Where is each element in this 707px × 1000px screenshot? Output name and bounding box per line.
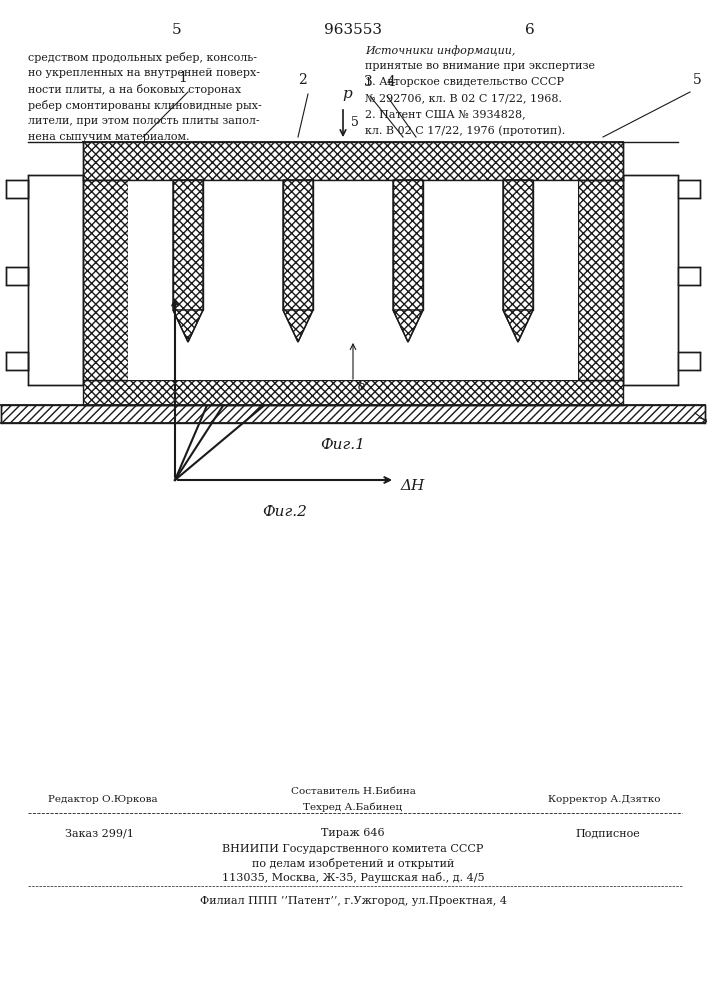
Text: 3: 3: [364, 75, 373, 89]
Bar: [83, 142, 623, 180]
Text: средством продольных ребер, консоль-: средством продольных ребер, консоль-: [28, 52, 257, 63]
Text: 9: 9: [290, 296, 299, 310]
Text: Фиг.2: Фиг.2: [262, 505, 308, 519]
Text: принятые во внимание при экспертизе: принятые во внимание при экспертизе: [365, 61, 595, 71]
Text: p: p: [342, 87, 352, 101]
Text: Подписное: Подписное: [575, 828, 640, 838]
Text: p: p: [156, 276, 167, 294]
Text: но укрепленных на внутренней поверх-: но укрепленных на внутренней поверх-: [28, 68, 260, 78]
Polygon shape: [503, 310, 533, 342]
Text: 10: 10: [255, 291, 273, 305]
Bar: [6, 267, 28, 285]
Text: Составитель Н.Бибина: Составитель Н.Бибина: [291, 787, 416, 796]
Text: 5: 5: [351, 115, 359, 128]
Text: ности плиты, а на боковых сторонах: ности плиты, а на боковых сторонах: [28, 84, 241, 95]
Text: Фиг.1: Фиг.1: [320, 438, 366, 452]
Bar: [623, 175, 678, 385]
Text: Техред А.Бабинец: Техред А.Бабинец: [303, 802, 402, 812]
Text: ВНИИПИ Государственного комитета СССР: ВНИИПИ Государственного комитета СССР: [222, 844, 484, 854]
Bar: [83, 380, 623, 405]
Bar: [128, 180, 578, 380]
Bar: [6, 180, 28, 198]
Text: кл. В 02 С 17/22, 1976 (прототип).: кл. В 02 С 17/22, 1976 (прототип).: [365, 125, 566, 136]
Text: Филиал ППП ’’Патент’’, г.Ужгород, ул.Проектная, 4: Филиал ППП ’’Патент’’, г.Ужгород, ул.Про…: [199, 896, 506, 906]
Text: нена сыпучим материалом.: нена сыпучим материалом.: [28, 132, 189, 142]
Text: Тираж 646: Тираж 646: [321, 828, 385, 838]
Polygon shape: [283, 310, 313, 342]
Bar: [83, 180, 128, 380]
Text: Редактор О.Юркова: Редактор О.Юркова: [48, 795, 158, 804]
Bar: [678, 267, 700, 285]
Bar: [1, 405, 705, 423]
Bar: [678, 180, 700, 198]
Text: 6: 6: [525, 23, 535, 37]
Text: 1. Авторское свидетельство СССР: 1. Авторское свидетельство СССР: [365, 77, 564, 87]
Text: 4: 4: [387, 75, 396, 89]
Bar: [393, 180, 423, 310]
Text: Заказ 299/1: Заказ 299/1: [65, 828, 134, 838]
Text: № 292706, кл. В 02 С 17/22, 1968.: № 292706, кл. В 02 С 17/22, 1968.: [365, 93, 562, 103]
Text: Корректор А.Дзятко: Корректор А.Дзятко: [547, 795, 660, 804]
Bar: [28, 175, 83, 385]
Bar: [578, 180, 623, 380]
Bar: [173, 180, 203, 310]
Text: Источники информации,: Источники информации,: [365, 45, 515, 56]
Text: по делам изобретений и открытий: по делам изобретений и открытий: [252, 858, 454, 869]
Text: 1: 1: [178, 71, 187, 85]
Text: δ: δ: [358, 380, 366, 393]
Text: лители, при этом полость плиты запол-: лители, при этом полость плиты запол-: [28, 116, 259, 126]
Polygon shape: [173, 310, 203, 342]
Text: 5: 5: [173, 23, 182, 37]
Bar: [503, 180, 533, 310]
Text: 113035, Москва, Ж-35, Раушская наб., д. 4/5: 113035, Москва, Ж-35, Раушская наб., д. …: [222, 872, 484, 883]
Text: 8: 8: [365, 311, 374, 325]
Text: ребер смонтированы клиновидные рых-: ребер смонтированы клиновидные рых-: [28, 100, 262, 111]
Polygon shape: [393, 310, 423, 342]
Text: ΔH: ΔH: [401, 479, 425, 493]
Text: 5: 5: [693, 73, 702, 87]
Bar: [283, 180, 313, 310]
Text: 2. Патент США № 3934828,: 2. Патент США № 3934828,: [365, 109, 525, 119]
Text: 2: 2: [298, 73, 307, 87]
Bar: [678, 352, 700, 370]
Text: 963553: 963553: [324, 23, 382, 37]
Bar: [6, 352, 28, 370]
